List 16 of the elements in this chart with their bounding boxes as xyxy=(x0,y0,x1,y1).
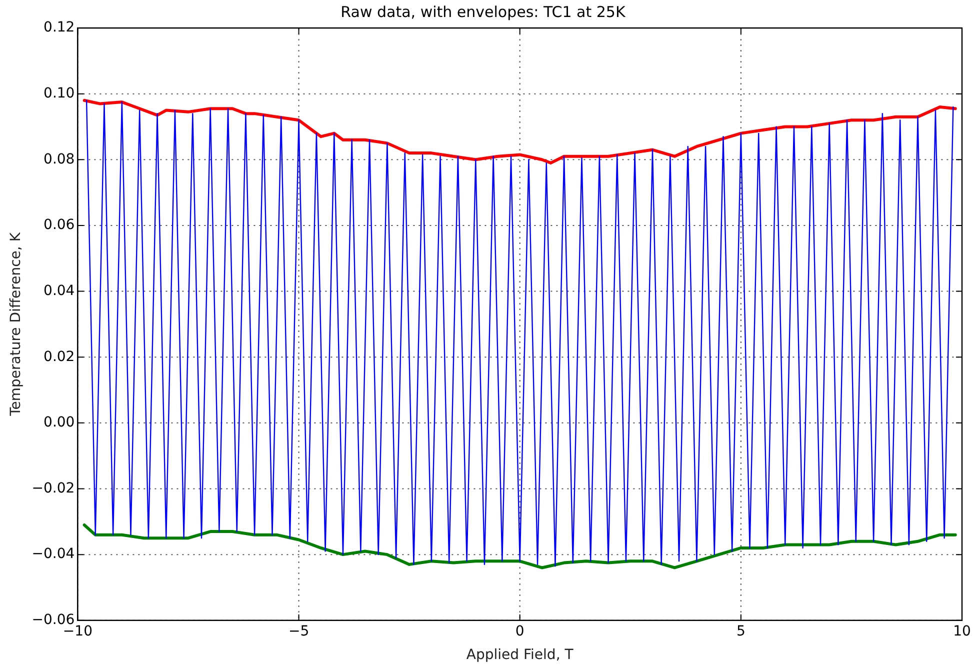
x-tick-label: 0 xyxy=(515,623,524,640)
y-tick-label: 0.06 xyxy=(44,217,75,234)
x-axis-title: Applied Field, T xyxy=(466,647,574,664)
y-tick-label: 0.02 xyxy=(44,348,75,365)
x-tick-label: 10 xyxy=(953,623,971,640)
y-tick-label: 0.12 xyxy=(44,20,75,36)
y-tick-label: 0.04 xyxy=(44,282,75,299)
y-axis-title: Temperature Difference, K xyxy=(8,232,24,417)
y-tick-label: 0.08 xyxy=(44,151,75,168)
y-tick-label: 0.00 xyxy=(44,414,75,431)
y-tick-label: −0.02 xyxy=(32,480,75,496)
y-tick-label: −0.04 xyxy=(32,546,75,562)
y-tick-label: 0.10 xyxy=(44,85,75,102)
chart-title: Raw data, with envelopes: TC1 at 25K xyxy=(340,2,626,21)
x-tick-label: 5 xyxy=(736,623,746,640)
x-tick-label: −5 xyxy=(288,623,310,640)
